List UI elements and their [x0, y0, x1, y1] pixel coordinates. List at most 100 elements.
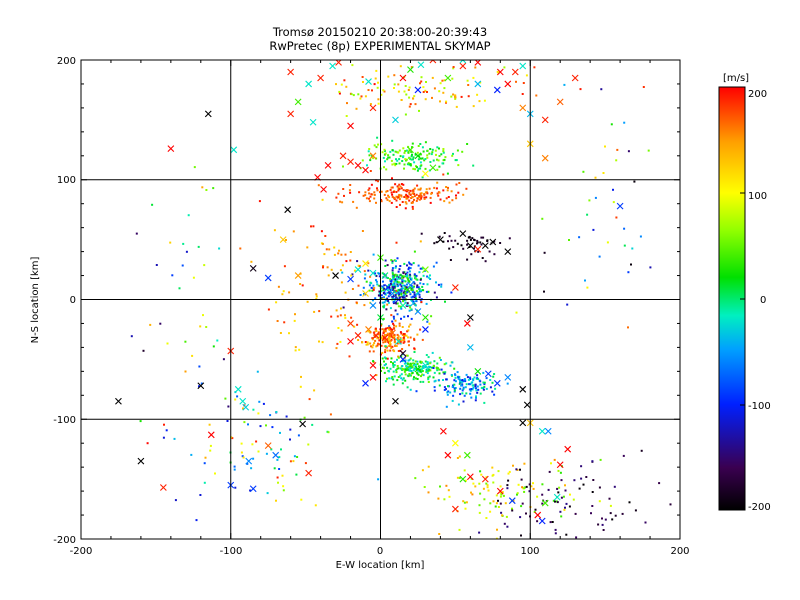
- data-point-dot: [430, 192, 433, 195]
- data-point-dot: [627, 326, 629, 329]
- data-point-dot: [427, 276, 430, 279]
- data-point-dot: [396, 257, 399, 260]
- data-point-dot: [311, 423, 314, 426]
- data-point-dot: [497, 470, 500, 473]
- data-point-dot: [608, 497, 611, 500]
- data-point-dot: [601, 523, 604, 526]
- data-point-dot: [553, 458, 556, 461]
- data-point-dot: [413, 351, 416, 353]
- data-point-dot: [353, 325, 356, 328]
- data-point-dot: [554, 532, 557, 535]
- data-point-dot: [409, 306, 412, 309]
- data-point-dot: [592, 228, 595, 231]
- data-point-dot: [438, 384, 441, 387]
- data-point-dot: [417, 365, 420, 368]
- data-point-dot: [308, 398, 311, 401]
- data-point-dot: [367, 189, 370, 192]
- data-point-dot: [430, 315, 433, 318]
- data-point-dot: [437, 497, 440, 500]
- data-point-dot: [495, 537, 498, 539]
- data-point-dot: [479, 241, 482, 244]
- data-point-dot: [522, 82, 525, 84]
- data-point-dot: [383, 360, 385, 363]
- data-point-dot: [392, 284, 395, 287]
- data-point-dot: [394, 150, 397, 153]
- data-point-dot: [405, 202, 408, 205]
- data-point-dot: [392, 276, 395, 279]
- data-point-dot: [321, 341, 324, 344]
- data-point-dot: [609, 504, 612, 507]
- data-point-dot: [393, 324, 395, 327]
- data-point-dot: [427, 362, 430, 365]
- data-point-dot: [404, 201, 407, 204]
- data-point-dot: [541, 217, 544, 220]
- data-point-dot: [391, 139, 394, 142]
- data-point-dot: [507, 479, 510, 482]
- data-point-dot: [401, 281, 404, 284]
- data-point-dot: [468, 383, 471, 386]
- data-point-dot: [447, 186, 449, 189]
- data-point-dot: [492, 500, 495, 503]
- data-point-dot: [623, 121, 626, 124]
- data-point-dot: [389, 342, 392, 345]
- data-point-dot: [226, 420, 229, 422]
- data-point-cross: [541, 154, 549, 162]
- data-point-dot: [424, 366, 427, 369]
- data-point-dot: [582, 170, 585, 173]
- data-point-dot: [407, 162, 410, 165]
- data-point-dot: [392, 322, 395, 325]
- data-point-dot: [408, 369, 411, 372]
- data-point-dot: [397, 350, 400, 352]
- data-point-dot: [566, 303, 569, 306]
- data-point-dot: [395, 206, 398, 208]
- data-point-dot: [361, 341, 364, 344]
- data-point-dot: [432, 265, 435, 268]
- data-point-dot: [460, 244, 463, 247]
- data-point-dot: [472, 482, 475, 485]
- data-point-dot: [373, 193, 376, 196]
- data-point-dot: [199, 494, 202, 496]
- data-point-dot: [317, 184, 320, 187]
- data-point-cross: [534, 511, 542, 519]
- data-point-dot: [418, 288, 421, 291]
- data-point-dot: [348, 355, 351, 358]
- data-point-dot: [418, 271, 421, 274]
- data-point-dot: [296, 456, 299, 458]
- data-point-dot: [376, 283, 379, 286]
- data-point-dot: [436, 369, 439, 372]
- data-point-dot: [187, 214, 190, 217]
- data-point-dot: [307, 443, 310, 446]
- data-point-dot: [394, 164, 397, 167]
- data-point-dot: [338, 92, 341, 95]
- data-point-dot: [283, 265, 286, 268]
- data-point-dot: [445, 197, 448, 200]
- data-point-dot: [415, 293, 418, 296]
- data-point-dot: [389, 344, 392, 347]
- data-point-dot: [433, 242, 436, 245]
- data-point-dot: [602, 172, 605, 174]
- data-point-dot: [412, 378, 415, 381]
- data-point-dot: [363, 293, 365, 295]
- data-point-dot: [572, 498, 575, 501]
- data-point-dot: [400, 373, 403, 376]
- data-point-dot: [477, 378, 480, 380]
- data-point-dot: [391, 271, 394, 274]
- data-point-dot: [375, 274, 378, 277]
- data-point-dot: [417, 286, 420, 289]
- data-point-dot: [387, 156, 390, 159]
- data-point-dot: [367, 269, 370, 272]
- data-point-dot: [464, 507, 467, 510]
- data-point-dot: [438, 155, 441, 157]
- data-point-cross: [384, 284, 392, 291]
- data-point-dot: [456, 457, 459, 459]
- data-point-dot: [155, 264, 158, 266]
- data-point-dot: [382, 301, 384, 304]
- data-point-cross: [414, 365, 422, 373]
- data-point-dot: [341, 264, 344, 267]
- data-point-dot: [425, 290, 428, 293]
- data-point-dot: [422, 274, 425, 277]
- data-point-dot: [416, 286, 419, 289]
- data-point-dot: [411, 289, 414, 292]
- data-point-cross: [159, 484, 167, 491]
- data-point-dot: [282, 485, 285, 488]
